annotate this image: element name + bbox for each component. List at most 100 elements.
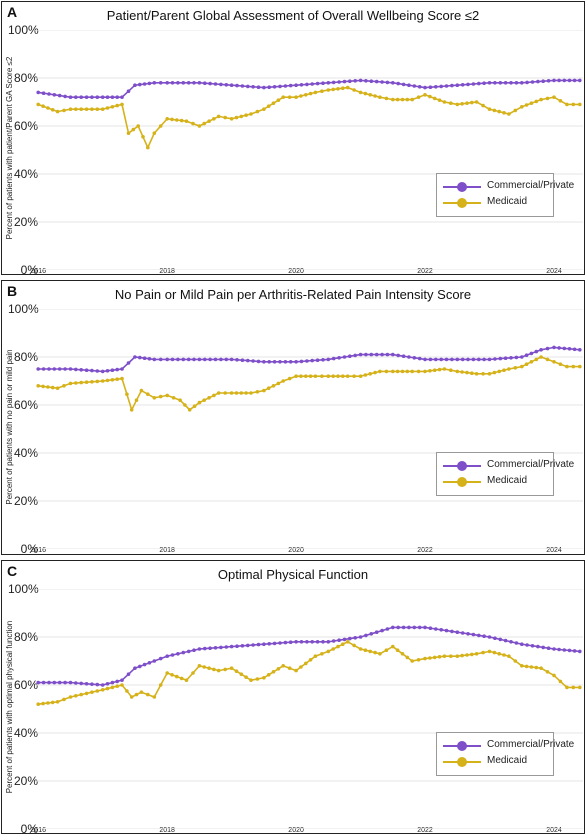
data-point-commercial: [326, 81, 331, 85]
data-point-commercial: [224, 645, 229, 649]
data-point-commercial: [272, 641, 277, 646]
data-point-medicaid: [115, 103, 119, 108]
data-point-medicaid: [474, 100, 479, 104]
data-point-commercial: [272, 360, 277, 364]
data-point-medicaid: [534, 357, 539, 362]
data-point-medicaid: [336, 644, 340, 649]
data-point-medicaid: [175, 674, 179, 679]
data-point-commercial: [305, 82, 309, 87]
data-point-commercial: [299, 83, 304, 87]
data-point-commercial: [509, 640, 513, 644]
data-point-medicaid: [146, 692, 150, 697]
data-point-commercial: [203, 357, 207, 362]
data-point-commercial: [434, 357, 438, 362]
data-point-medicaid: [373, 94, 377, 98]
legend-marker: [457, 477, 467, 487]
data-point-medicaid: [410, 97, 415, 102]
data-point-commercial: [235, 644, 239, 648]
data-point-commercial: [165, 654, 169, 658]
data-point-medicaid: [449, 101, 453, 105]
y-tick-label: 0%: [20, 822, 38, 836]
data-point-medicaid: [255, 677, 260, 681]
data-point-commercial: [197, 357, 202, 362]
data-point-medicaid: [129, 695, 134, 699]
data-point-medicaid: [207, 666, 211, 670]
data-point-medicaid: [223, 667, 227, 672]
data-point-commercial: [369, 79, 374, 83]
data-point-medicaid: [179, 118, 184, 123]
data-point-commercial: [100, 369, 105, 374]
data-point-commercial: [315, 640, 320, 644]
data-point-medicaid: [95, 379, 100, 384]
data-point-commercial: [315, 358, 320, 362]
data-point-medicaid: [299, 374, 303, 378]
data-point-commercial: [84, 682, 89, 686]
data-point-commercial: [315, 81, 320, 86]
data-point-commercial: [423, 357, 427, 362]
data-point-medicaid: [139, 690, 144, 694]
data-point-medicaid: [212, 117, 216, 121]
data-point-commercial: [213, 646, 218, 650]
data-point-commercial: [514, 355, 519, 360]
data-point-commercial: [552, 345, 556, 350]
data-point-commercial: [68, 680, 73, 685]
data-point-commercial: [353, 636, 358, 640]
data-point-medicaid: [455, 102, 460, 107]
data-point-medicaid: [281, 664, 285, 668]
data-point-medicaid: [36, 702, 40, 706]
data-point-commercial: [509, 356, 513, 360]
data-point-commercial: [578, 649, 582, 654]
data-point-medicaid: [492, 370, 497, 375]
data-point-medicaid: [373, 370, 377, 375]
data-point-commercial: [288, 83, 293, 88]
data-point-medicaid: [125, 689, 129, 693]
data-point-commercial: [110, 680, 115, 685]
data-point-commercial: [455, 357, 460, 362]
y-tick-label: 20%: [13, 774, 38, 788]
x-tick-label: 2016: [30, 827, 46, 834]
data-point-medicaid: [152, 695, 157, 699]
data-point-commercial: [133, 355, 137, 359]
y-tick-label: 100%: [8, 23, 39, 37]
data-point-medicaid: [120, 376, 124, 381]
data-point-commercial: [364, 633, 368, 638]
data-point-commercial: [240, 358, 245, 362]
data-point-commercial: [41, 367, 46, 371]
x-tick-label: 2018: [159, 268, 175, 275]
data-point-medicaid: [416, 95, 421, 99]
data-point-medicaid: [90, 690, 94, 694]
data-point-medicaid: [474, 372, 479, 376]
legend-label: Medicaid: [487, 196, 528, 207]
data-point-commercial: [477, 633, 481, 638]
data-point-medicaid: [492, 650, 497, 655]
data-point-medicaid: [358, 90, 363, 95]
data-point-medicaid: [125, 392, 129, 396]
data-point-commercial: [396, 353, 401, 358]
data-point-commercial: [493, 357, 497, 361]
data-point-commercial: [358, 635, 363, 639]
data-point-medicaid: [363, 648, 368, 652]
data-point-medicaid: [294, 668, 298, 673]
data-point-medicaid: [534, 99, 539, 104]
series-line-commercial: [38, 626, 580, 686]
data-point-commercial: [181, 650, 186, 655]
data-point-medicaid: [449, 654, 453, 658]
data-point-medicaid: [207, 119, 211, 123]
data-point-medicaid: [565, 102, 569, 107]
data-point-medicaid: [460, 102, 464, 106]
data-point-commercial: [487, 81, 492, 85]
data-point-commercial: [342, 355, 347, 359]
data-point-medicaid: [552, 673, 556, 678]
data-point-medicaid: [578, 102, 582, 107]
data-point-commercial: [213, 357, 218, 362]
data-point-medicaid: [79, 380, 83, 385]
data-point-medicaid: [384, 369, 389, 374]
data-point-commercial: [138, 664, 142, 669]
data-point-medicaid: [405, 369, 410, 374]
data-point-medicaid: [391, 644, 395, 649]
legend-label: Commercial/Private: [487, 180, 575, 191]
data-point-commercial: [186, 649, 191, 654]
data-point-medicaid: [192, 404, 197, 408]
y-axis-label: Percent of patients with no pain or mild…: [5, 349, 14, 505]
data-point-medicaid: [558, 99, 563, 103]
